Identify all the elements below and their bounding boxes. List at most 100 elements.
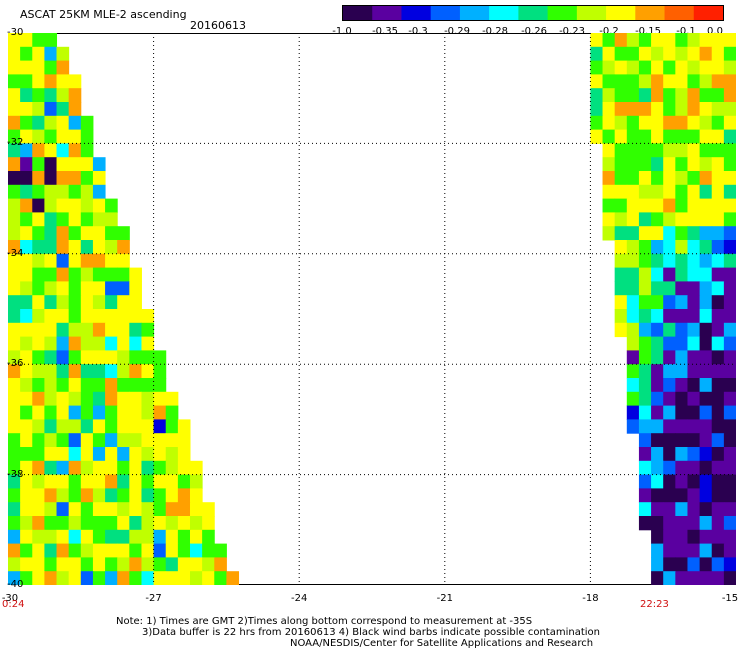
swath-cell (44, 502, 58, 517)
swath-cell (651, 350, 664, 365)
swath-cell (20, 391, 33, 407)
swath-cell (92, 350, 106, 365)
swath-cell (723, 60, 736, 75)
swath-cell (92, 267, 106, 282)
swath-cell (153, 571, 167, 585)
swath-cell (56, 115, 70, 131)
swath-cell (602, 171, 616, 186)
swath-cell (638, 364, 652, 379)
swath-cell (153, 474, 167, 489)
swath-cell (68, 529, 82, 545)
swath-cell (117, 322, 130, 338)
swath-cell (651, 447, 664, 462)
swath-cell (699, 350, 713, 365)
swath-cell (56, 143, 70, 158)
swath-cell (675, 336, 688, 351)
swath-cell (711, 88, 725, 103)
note-line-3: NOAA/NESDIS/Center for Satellite Applica… (290, 638, 594, 649)
swath-cell (675, 474, 688, 489)
swath-cell (723, 157, 736, 172)
swath-cell (80, 529, 94, 545)
swath-cell (614, 171, 628, 186)
swath-cell (626, 46, 640, 62)
swath-cell (8, 543, 21, 558)
swath-cell (117, 433, 130, 448)
swath-cell (602, 115, 616, 131)
swath-cell (105, 433, 118, 448)
colorbar-segment (635, 6, 666, 20)
swath-cell (129, 460, 142, 476)
swath-cell (699, 322, 713, 338)
swath-cell (723, 88, 736, 103)
swath-cell (165, 516, 179, 531)
swath-cell (80, 336, 94, 351)
swath-cell (141, 474, 155, 489)
swath-cell (92, 571, 106, 585)
swath-cell (117, 267, 130, 282)
swath-cell (68, 253, 82, 269)
swath-cell (141, 460, 155, 476)
swath-cell (651, 529, 664, 545)
swath-cell (177, 460, 191, 476)
swath-cell (20, 309, 33, 324)
swath-cell (141, 557, 155, 572)
swath-cell (699, 143, 713, 158)
swath-cell (687, 516, 701, 531)
swath-cell (117, 447, 130, 462)
swath-cell (651, 322, 664, 338)
swath-cell (153, 447, 167, 462)
swath-cell (699, 295, 713, 310)
swath-cell (663, 129, 676, 144)
longitude-label: -24 (291, 593, 308, 604)
swath-cell (675, 129, 688, 144)
swath-cell (687, 543, 701, 558)
swath-cell (699, 184, 713, 200)
swath-cell (117, 516, 130, 531)
swath-cell (651, 253, 664, 269)
swath-cell (638, 240, 652, 255)
swath-cell (32, 143, 45, 158)
swath-cell (687, 129, 701, 144)
swath-cell (80, 253, 94, 269)
swath-cell (92, 226, 106, 241)
swath-cell (663, 543, 676, 558)
swath-cell (8, 391, 21, 407)
swath-cell (153, 516, 167, 531)
swath-cell (711, 240, 725, 255)
swath-cell (177, 543, 191, 558)
swath-cell (68, 543, 82, 558)
swath-cell (105, 447, 118, 462)
swath-cell (32, 309, 45, 324)
swath-cell (723, 281, 736, 296)
swath-cell (129, 433, 142, 448)
swath-cell (80, 281, 94, 296)
swath-cell (8, 171, 21, 186)
swath-cell (699, 253, 713, 269)
swath-cell (32, 502, 45, 517)
swath-cell (711, 364, 725, 379)
swath-cell (105, 350, 118, 365)
swath-cell (663, 447, 676, 462)
swath-cell (711, 143, 725, 158)
swath-cell (68, 474, 82, 489)
swath-cell (117, 488, 130, 503)
swath-cell (723, 433, 736, 448)
swath-cell (663, 143, 676, 158)
swath-cell (711, 115, 725, 131)
swath-cell (614, 267, 628, 282)
swath-cell (699, 102, 713, 117)
swath-cell (80, 157, 94, 172)
swath-cell (699, 571, 713, 585)
swath-cell (602, 102, 616, 117)
swath-cell (711, 502, 725, 517)
colorbar-segment (372, 6, 403, 20)
swath-cell (177, 488, 191, 503)
swath-cell (614, 143, 628, 158)
swath-cell (651, 33, 664, 48)
swath-cell (687, 74, 701, 89)
swath-cell (699, 419, 713, 434)
swath-cell (663, 102, 676, 117)
swath-cell (590, 102, 604, 117)
swath-cell (675, 447, 688, 462)
swath-cell (44, 267, 58, 282)
